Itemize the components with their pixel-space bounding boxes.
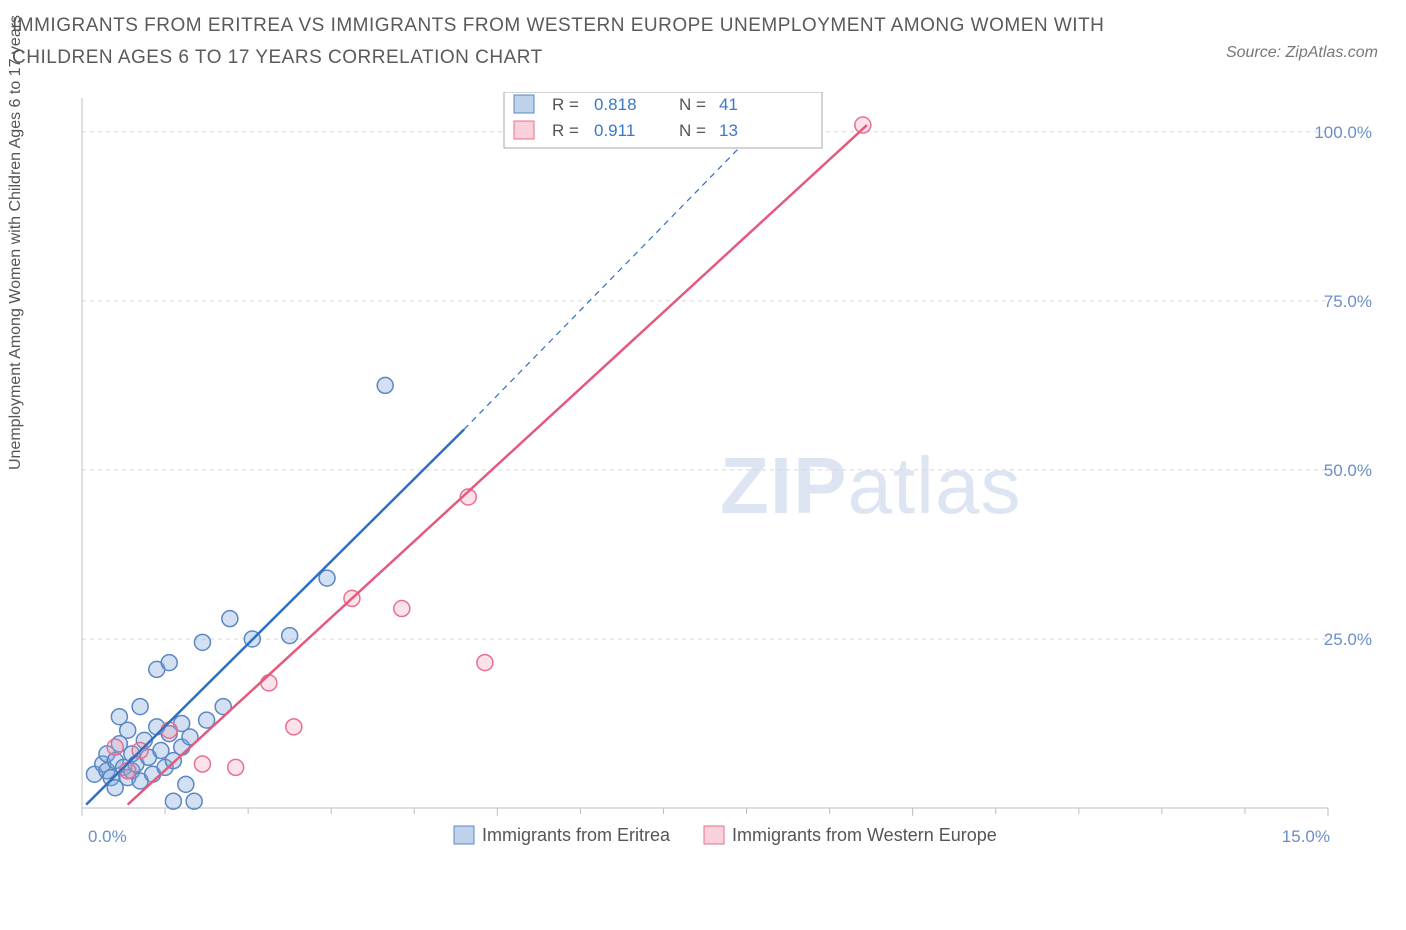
regression-extrap-eritrea (464, 132, 755, 430)
legend-swatch (514, 95, 534, 113)
data-point (120, 722, 136, 738)
legend-swatch (514, 121, 534, 139)
legend-n-label: N = (679, 95, 706, 114)
scatter-plot: 25.0% 50.0% 75.0% 100.0% 0.0% 15.0% R = 0.818 N … (64, 92, 1374, 852)
legend-n-value: 41 (719, 95, 738, 114)
data-point (855, 117, 871, 133)
data-point (194, 756, 210, 772)
data-point (394, 601, 410, 617)
data-point (161, 655, 177, 671)
legend-series-label: Immigrants from Western Europe (732, 825, 997, 845)
y-tick-label: 50.0% (1324, 461, 1372, 480)
data-point (194, 634, 210, 650)
y-tick-label: 75.0% (1324, 292, 1372, 311)
legend-swatch (454, 826, 474, 844)
data-point (228, 759, 244, 775)
data-point (286, 719, 302, 735)
x-tick-label: 0.0% (88, 827, 127, 846)
data-point (107, 739, 123, 755)
data-point (165, 793, 181, 809)
data-point (120, 763, 136, 779)
data-point (132, 699, 148, 715)
data-point (161, 722, 177, 738)
legend-r-value: 0.818 (594, 95, 637, 114)
legend-swatch (704, 826, 724, 844)
x-tick-label: 15.0% (1282, 827, 1330, 846)
legend-r-label: R = (552, 121, 579, 140)
legend-r-label: R = (552, 95, 579, 114)
data-point (261, 675, 277, 691)
y-tick-label: 25.0% (1324, 630, 1372, 649)
data-point (222, 611, 238, 627)
y-axis-label: Unemployment Among Women with Children A… (7, 15, 25, 470)
legend-series-label: Immigrants from Eritrea (482, 825, 671, 845)
legend-r-value: 0.911 (594, 121, 635, 140)
data-point (178, 776, 194, 792)
data-point (477, 655, 493, 671)
y-tick-label: 100.0% (1314, 123, 1372, 142)
chart-title: IMMIGRANTS FROM ERITREA VS IMMIGRANTS FR… (12, 10, 1112, 75)
regression-line-eritrea (86, 429, 464, 804)
data-point (186, 793, 202, 809)
legend-n-value: 13 (719, 121, 738, 140)
regression-line-weur (128, 125, 867, 805)
data-point (282, 628, 298, 644)
legend-n-label: N = (679, 121, 706, 140)
source-credit: Source: ZipAtlas.com (1226, 44, 1378, 62)
data-point (377, 377, 393, 393)
